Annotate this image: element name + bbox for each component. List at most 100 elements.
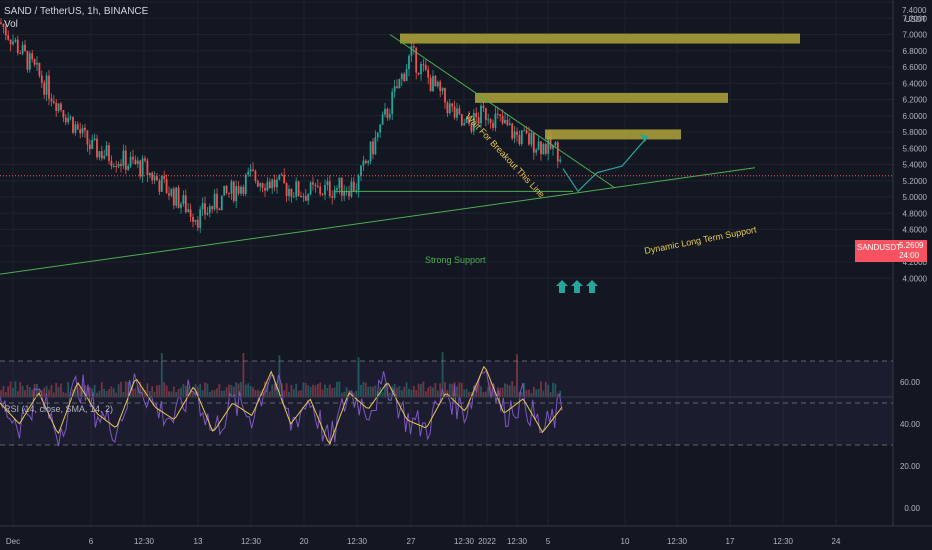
volume-bar xyxy=(220,390,223,397)
volume-bar xyxy=(244,384,247,397)
volume-bar xyxy=(50,385,53,397)
candle-body xyxy=(384,108,386,115)
candle-body xyxy=(496,113,499,115)
time-tick-label: 13 xyxy=(194,537,203,546)
candle-body xyxy=(405,69,408,81)
candle-body xyxy=(484,108,487,120)
volume-bar xyxy=(492,386,494,397)
candle-body xyxy=(381,114,384,125)
volume-bar xyxy=(103,388,106,397)
volume-bar xyxy=(256,389,259,397)
volume-bar xyxy=(160,352,163,397)
candle-body xyxy=(324,184,326,195)
rsi-indicator-label[interactable]: RSI (14, close, SMA, 14, 2) xyxy=(4,404,114,414)
volume-bar xyxy=(460,383,463,397)
candle-body xyxy=(170,188,173,196)
volume-bar xyxy=(206,383,209,397)
candle-body xyxy=(388,114,391,118)
volume-bar xyxy=(218,384,221,397)
candle-body xyxy=(127,165,130,170)
candle-body xyxy=(139,160,142,177)
volume-bar xyxy=(345,387,348,397)
candle-body xyxy=(38,62,41,76)
volume-bar xyxy=(525,389,528,397)
volume-bar xyxy=(7,386,10,397)
candle-body xyxy=(436,81,439,87)
candle-body xyxy=(50,98,53,102)
price-tick-label: 6.6000 xyxy=(903,63,928,72)
volume-bar xyxy=(465,388,468,397)
candle-body xyxy=(19,53,22,55)
candle-body xyxy=(458,108,461,115)
volume-bar xyxy=(201,390,204,397)
candle-body xyxy=(36,62,38,65)
volume-bar xyxy=(355,390,358,397)
time-tick-label: 27 xyxy=(407,537,416,546)
candle-body xyxy=(175,187,178,206)
candle-body xyxy=(122,150,125,166)
candle-body xyxy=(144,158,146,161)
volume-bar xyxy=(211,390,214,397)
candle-body xyxy=(81,127,84,134)
candle-body xyxy=(196,219,199,228)
volume-bar xyxy=(134,388,137,397)
unit-top-tick: 7.4000 xyxy=(902,6,927,15)
volume-bar xyxy=(136,385,139,397)
candle-body xyxy=(544,144,547,154)
volume-bar xyxy=(213,390,216,397)
candle-body xyxy=(532,132,535,153)
volume-bar xyxy=(144,390,146,397)
volume-bar xyxy=(273,383,276,397)
volume-bar xyxy=(9,381,12,397)
candle-body xyxy=(74,124,77,133)
candle-body xyxy=(206,212,209,215)
volume-bar xyxy=(235,382,238,397)
volume-bar xyxy=(168,391,170,397)
volume-bar xyxy=(187,387,190,397)
volume-bar xyxy=(508,385,511,397)
volume-bar xyxy=(182,384,185,397)
volume-bar xyxy=(12,387,14,397)
candle-body xyxy=(218,208,221,211)
candle-body xyxy=(432,75,434,92)
candle-body xyxy=(278,174,281,180)
volume-bar xyxy=(429,386,432,397)
candle-body xyxy=(120,163,122,166)
strong-support-label: Strong Support xyxy=(425,255,486,265)
candle-body xyxy=(244,174,247,194)
volume-bar xyxy=(362,382,365,397)
volume-bar xyxy=(504,383,506,397)
volume-bar xyxy=(0,390,2,397)
volume-bar xyxy=(499,388,502,397)
breakout-trendline xyxy=(389,34,615,188)
volume-bar xyxy=(153,391,156,397)
volume-bar xyxy=(67,381,70,397)
volume-bar xyxy=(360,384,362,397)
volume-bar xyxy=(331,388,334,397)
volume-bar xyxy=(364,382,367,397)
candle-body xyxy=(525,130,528,134)
volume-bar xyxy=(444,382,446,397)
volume-bar xyxy=(36,384,38,397)
volume-bar xyxy=(554,383,557,397)
candle-body xyxy=(300,195,302,198)
candle-body xyxy=(26,51,29,70)
volume-bar xyxy=(156,385,158,397)
volume-bar xyxy=(381,391,384,397)
time-tick-label: Dec xyxy=(6,537,20,546)
volume-bar xyxy=(420,384,422,397)
candle-body xyxy=(540,141,542,155)
candle-body xyxy=(216,193,218,209)
candle-body xyxy=(364,160,367,164)
time-tick-label: 20 xyxy=(300,537,309,546)
candle-body xyxy=(67,117,70,123)
volume-bar xyxy=(4,392,7,397)
volume-bar xyxy=(422,381,425,397)
candle-body xyxy=(151,172,154,181)
candle-body xyxy=(230,181,233,194)
candle-body xyxy=(105,145,108,156)
candle-body xyxy=(223,185,226,196)
volume-bar xyxy=(304,383,307,397)
